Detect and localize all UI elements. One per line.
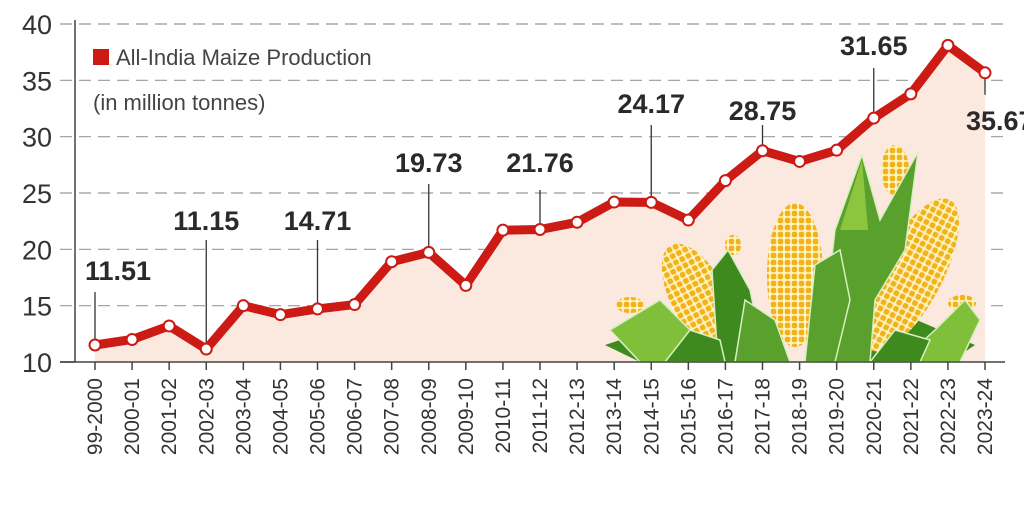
x-tick-label: 2015-16 (677, 378, 700, 455)
x-tick-label: 2012-13 (566, 378, 589, 455)
data-point (941, 38, 955, 52)
chart-subtitle: (in million tonnes) (93, 90, 265, 115)
x-tick-label: 2017-18 (752, 378, 775, 455)
data-point (533, 223, 547, 237)
data-point (199, 342, 213, 356)
data-point (904, 87, 918, 101)
data-point (644, 195, 658, 209)
y-tick-label: 35 (22, 66, 52, 96)
annotation-label: 11.15 (173, 206, 239, 236)
y-tick-label: 30 (22, 123, 52, 153)
y-tick-label: 20 (22, 235, 52, 265)
x-tick-label: 2001-02 (158, 378, 181, 455)
corn-illustration (605, 145, 981, 363)
data-point (496, 223, 510, 237)
data-point (756, 144, 769, 158)
x-tick-label: 2003-04 (232, 378, 255, 455)
x-tick-label: 2014-15 (640, 378, 663, 455)
y-tick-label: 15 (22, 292, 52, 322)
x-tick-label: 2005-06 (307, 378, 330, 455)
data-point (793, 154, 807, 168)
data-point (459, 278, 473, 292)
x-tick-label: 2010-11 (492, 378, 515, 454)
data-point (607, 195, 621, 209)
annotation-label: 24.17 (617, 89, 685, 119)
data-point (273, 308, 287, 322)
data-point (718, 174, 732, 188)
legend-swatch (93, 49, 109, 65)
y-tick-label: 40 (22, 10, 52, 40)
x-tick-label: 2021-22 (900, 378, 923, 455)
data-point (978, 66, 992, 80)
x-tick-label: 2022-23 (937, 378, 960, 455)
x-tick-label: 2006-07 (344, 378, 367, 455)
x-tick-label: 2013-14 (603, 378, 626, 455)
y-tick-label: 10 (22, 348, 52, 378)
annotation-label: 31.65 (840, 31, 908, 61)
x-tick-label: 2018-19 (789, 378, 812, 455)
x-tick-label: 2009-10 (455, 378, 478, 455)
x-tick-label: 2020-21 (863, 378, 886, 455)
x-tick-label: 2002-03 (195, 378, 218, 455)
x-tick-label: 2008-09 (418, 378, 441, 455)
data-point (88, 338, 102, 352)
annotation-label: 28.75 (729, 96, 797, 126)
x-tick-label: 2011-12 (529, 378, 552, 454)
annotation-label: 35.67 (966, 106, 1024, 136)
area-fill (95, 45, 985, 362)
legend-label: All-India Maize Production (116, 45, 372, 70)
data-point (311, 302, 324, 316)
data-point (162, 319, 176, 333)
annotation-label: 14.71 (284, 206, 352, 236)
data-point (236, 299, 250, 313)
annotation-label: 19.73 (395, 148, 463, 178)
annotation-label: 11.51 (85, 256, 151, 286)
x-tick-label: 2000-01 (121, 378, 144, 455)
x-tick-label: 2016-17 (714, 378, 737, 455)
x-tick-label: 2023-24 (974, 378, 997, 455)
data-point (570, 215, 584, 229)
data-point (422, 245, 436, 259)
x-tick-label: 2019-20 (826, 378, 849, 455)
y-tick-label: 25 (22, 179, 52, 209)
data-point (681, 213, 695, 227)
legend: All-India Maize Production (in million t… (93, 45, 372, 115)
data-point (125, 332, 139, 346)
x-tick-label: 2004-05 (269, 378, 292, 455)
data-point (830, 143, 844, 157)
data-point (348, 298, 362, 312)
x-tick-label: 99-2000 (84, 378, 107, 455)
data-point (867, 111, 881, 125)
axes (60, 20, 1005, 363)
annotation-label: 21.76 (506, 148, 574, 178)
x-tick-label: 2007-08 (381, 378, 404, 455)
data-point (385, 255, 399, 269)
